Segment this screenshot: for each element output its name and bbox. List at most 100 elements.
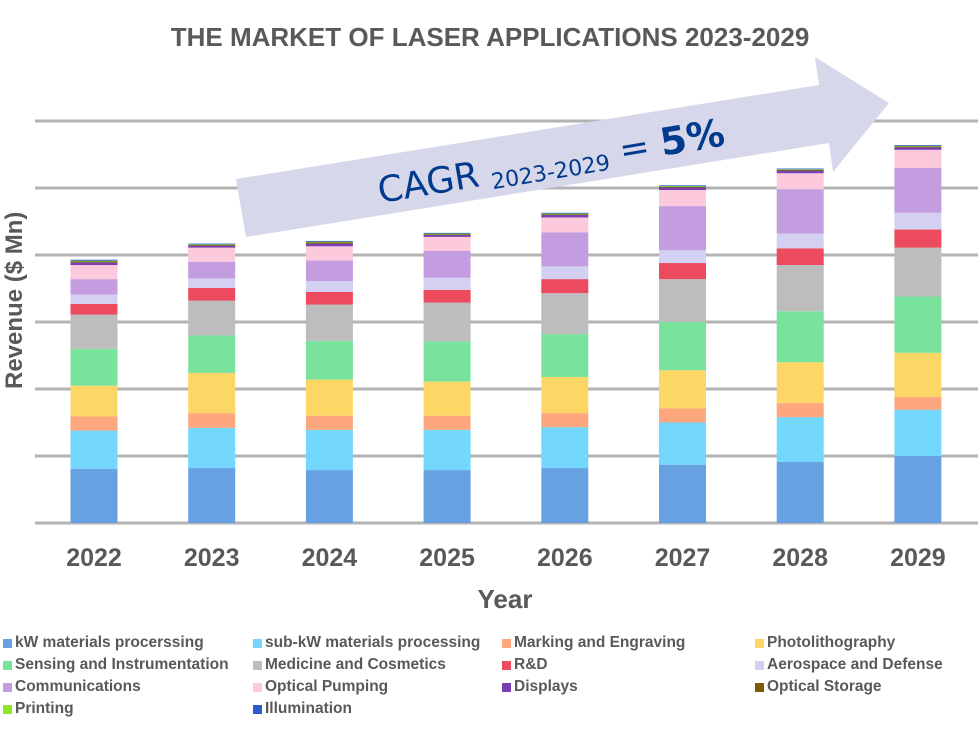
- bar-segment-2029-0: [894, 456, 942, 523]
- bar-segment-2023-9: [188, 247, 236, 262]
- bar-segment-2027-12: [659, 185, 706, 187]
- legend-swatch: [253, 660, 262, 670]
- bar-segment-2028-5: [776, 265, 824, 312]
- legend-item: Photolithography: [755, 634, 895, 652]
- bar-segment-2022-13: [70, 259, 118, 261]
- bar-segment-2024-0: [305, 470, 353, 523]
- bar-segment-2029-11: [894, 146, 942, 148]
- bar-segment-2028-4: [776, 311, 824, 363]
- x-tick-label: 2025: [419, 544, 475, 572]
- legend-label: Communications: [15, 678, 141, 695]
- bar-segment-2026-13: [541, 212, 589, 214]
- legend-swatch: [502, 638, 511, 648]
- bar-segment-2026-5: [541, 293, 589, 335]
- legend-swatch: [253, 704, 262, 714]
- legend-swatch: [253, 638, 262, 648]
- bar-stack-2029: [894, 145, 942, 523]
- bar-segment-2026-10: [541, 214, 589, 218]
- bar-segment-2025-2: [423, 415, 471, 430]
- bar-segment-2023-1: [188, 427, 236, 469]
- bar-segment-2023-10: [188, 245, 236, 248]
- legend-item: Printing: [3, 700, 74, 718]
- bar-segment-2025-1: [423, 429, 471, 471]
- legend-label: Illumination: [265, 700, 352, 717]
- bar-segment-2024-6: [305, 291, 353, 305]
- bar-segment-2022-3: [70, 385, 118, 417]
- bar-segment-2027-9: [659, 190, 706, 207]
- bar-segment-2022-12: [70, 260, 118, 262]
- legend-item: Illumination: [253, 700, 352, 718]
- legend-item: Optical Storage: [755, 678, 882, 696]
- bar-segment-2027-10: [659, 187, 706, 191]
- legend-label: R&D: [514, 656, 548, 673]
- x-tick-label: 2024: [302, 544, 358, 572]
- bar-segment-2022-2: [70, 416, 118, 431]
- bar-segment-2022-5: [70, 314, 118, 349]
- bar-stack-2024: [305, 240, 353, 523]
- bar-segment-2024-13: [305, 240, 353, 242]
- legend-label: Sensing and Instrumentation: [15, 656, 229, 673]
- bar-segment-2024-2: [305, 415, 353, 430]
- bar-stack-2026: [541, 212, 589, 523]
- bar-segment-2027-7: [659, 250, 706, 264]
- legend-label: Medicine and Cosmetics: [265, 656, 446, 673]
- bar-segment-2022-8: [70, 279, 118, 295]
- bar-segment-2029-2: [894, 397, 942, 410]
- bar-segment-2025-10: [423, 234, 471, 237]
- legend-label: Displays: [514, 678, 578, 695]
- bar-segment-2022-0: [70, 468, 118, 523]
- legend-swatch: [3, 682, 12, 692]
- legend-item: Optical Pumping: [253, 678, 388, 696]
- legend-swatch: [502, 682, 511, 692]
- bar-segment-2028-13: [776, 168, 824, 170]
- bar-segment-2029-1: [894, 409, 942, 456]
- bar-stack-2022: [70, 259, 118, 523]
- bar-segment-2024-9: [305, 246, 353, 261]
- bar-segment-2023-13: [188, 243, 236, 245]
- x-tick-label: 2029: [890, 544, 946, 572]
- bar-segment-2023-5: [188, 300, 236, 336]
- bar-segment-2025-5: [423, 302, 471, 342]
- bar-segment-2028-8: [776, 189, 824, 234]
- legend-item: Aerospace and Defense: [755, 656, 943, 674]
- legend-item: sub-kW materials processing: [253, 634, 480, 652]
- legend-label: Aerospace and Defense: [767, 656, 943, 673]
- bar-segment-2026-11: [541, 214, 589, 215]
- bar-segment-2022-4: [70, 348, 118, 386]
- bar-segment-2028-12: [776, 169, 824, 171]
- bar-segment-2026-6: [541, 279, 589, 294]
- legend-item: Sensing and Instrumentation: [3, 656, 229, 674]
- bar-segment-2027-2: [659, 408, 706, 423]
- x-tick-label: 2027: [655, 544, 711, 572]
- bar-segment-2029-9: [894, 149, 942, 168]
- bar-segment-2027-5: [659, 279, 706, 322]
- bar-segment-2026-1: [541, 427, 589, 469]
- bar-segment-2029-10: [894, 147, 942, 150]
- legend-label: Printing: [15, 700, 74, 717]
- legend-swatch: [755, 682, 764, 692]
- bar-segment-2029-6: [894, 229, 942, 248]
- bar-segment-2027-0: [659, 464, 706, 523]
- bar-segment-2025-7: [423, 277, 471, 290]
- legend-item: Communications: [3, 678, 141, 696]
- bar-segment-2023-6: [188, 287, 236, 301]
- cagr-value: 5%: [657, 111, 728, 165]
- bar-segment-2022-1: [70, 430, 118, 469]
- cagr-arrow: [236, 57, 889, 237]
- bar-segment-2029-13: [894, 145, 942, 146]
- bar-segment-2028-6: [776, 248, 824, 266]
- x-tick-label: 2022: [66, 544, 122, 572]
- bar-segment-2025-11: [423, 234, 471, 236]
- cagr-equals: =: [605, 124, 664, 173]
- bar-segment-2028-11: [776, 169, 824, 171]
- legend-item: Medicine and Cosmetics: [253, 656, 446, 674]
- bar-segment-2027-6: [659, 263, 706, 280]
- bar-segment-2029-7: [894, 212, 942, 230]
- legend-item: R&D: [502, 656, 548, 674]
- bar-stack-2027: [659, 185, 706, 523]
- legend-swatch: [253, 682, 262, 692]
- legend-item: Displays: [502, 678, 578, 696]
- x-tick-label: 2026: [537, 544, 593, 572]
- bar-segment-2023-7: [188, 278, 236, 288]
- bar-segment-2028-0: [776, 462, 824, 523]
